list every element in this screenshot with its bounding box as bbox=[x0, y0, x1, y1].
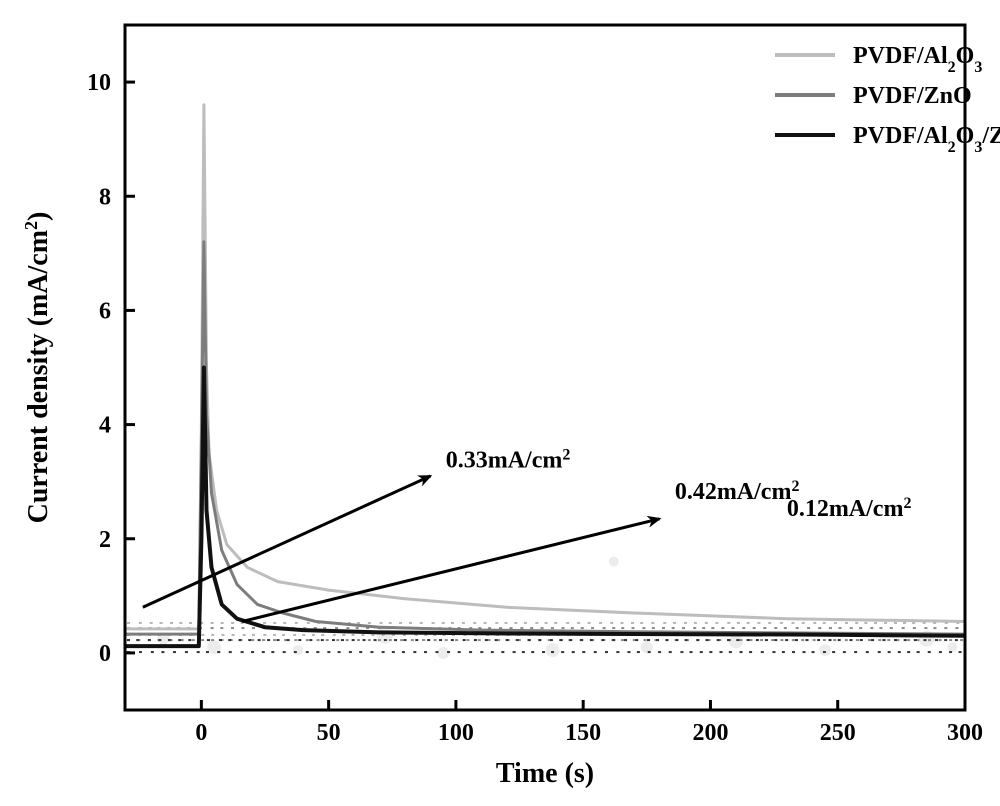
annotation-label: 0.12mA/cm2 bbox=[787, 494, 912, 522]
x-tick-label: 50 bbox=[317, 720, 341, 746]
y-tick-label: 10 bbox=[87, 70, 111, 96]
x-tick-label: 150 bbox=[565, 720, 601, 746]
annotation-label: 0.42mA/cm2 bbox=[675, 477, 800, 505]
y-tick-label: 4 bbox=[99, 413, 111, 439]
svg-text:Current density (mA/cm2): Current density (mA/cm2) bbox=[21, 212, 54, 524]
annotation-label: 0.33mA/cm2 bbox=[446, 446, 571, 474]
x-axis-label: Time (s) bbox=[496, 758, 594, 789]
decay-chart: 0.33mA/cm20.42mA/cm20.12mA/cm20501001502… bbox=[0, 0, 1000, 806]
y-tick-label: 6 bbox=[99, 298, 111, 324]
x-tick-label: 300 bbox=[947, 720, 983, 746]
x-tick-label: 0 bbox=[195, 720, 207, 746]
x-tick-label: 100 bbox=[438, 720, 474, 746]
y-tick-label: 0 bbox=[99, 641, 111, 667]
y-axis-label: Current density (mA/cm2) bbox=[21, 212, 54, 524]
chart-container: 0.33mA/cm20.42mA/cm20.12mA/cm20501001502… bbox=[0, 0, 1000, 806]
y-tick-label: 2 bbox=[99, 527, 111, 553]
x-tick-label: 200 bbox=[692, 720, 728, 746]
legend-label: PVDF/ZnO bbox=[853, 83, 972, 109]
x-tick-label: 250 bbox=[820, 720, 856, 746]
y-tick-label: 8 bbox=[99, 184, 111, 210]
